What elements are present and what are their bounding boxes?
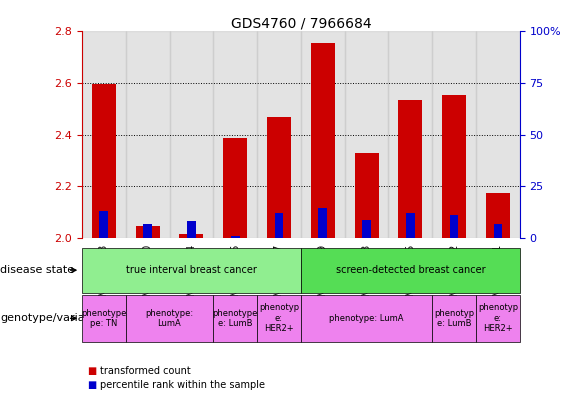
Bar: [99, 211, 108, 238]
Text: phenotyp
e:
HER2+: phenotyp e: HER2+: [259, 303, 299, 333]
Bar: [432, 31, 476, 238]
Text: percentile rank within the sample: percentile rank within the sample: [100, 380, 265, 390]
Text: phenotype:
LumA: phenotype: LumA: [145, 309, 194, 328]
Text: phenotyp
e:
HER2+: phenotyp e: HER2+: [478, 303, 518, 333]
Text: phenotype
e: LumB: phenotype e: LumB: [212, 309, 258, 328]
Bar: [494, 224, 502, 238]
Bar: [214, 31, 257, 238]
Text: true interval breast cancer: true interval breast cancer: [126, 265, 257, 275]
Bar: [179, 234, 203, 238]
Bar: [170, 31, 214, 238]
Bar: [486, 193, 510, 238]
Bar: [275, 213, 284, 238]
Bar: [223, 138, 247, 238]
Bar: [267, 117, 291, 238]
Bar: [231, 237, 240, 238]
Text: phenotyp
e: LumB: phenotyp e: LumB: [434, 309, 474, 328]
Bar: [257, 31, 301, 238]
Title: GDS4760 / 7966684: GDS4760 / 7966684: [231, 16, 371, 30]
Text: disease state: disease state: [0, 265, 74, 275]
Bar: [136, 226, 160, 238]
Bar: [476, 31, 520, 238]
Bar: [398, 100, 423, 238]
Bar: [301, 31, 345, 238]
Bar: [354, 152, 379, 238]
Text: screen-detected breast cancer: screen-detected breast cancer: [336, 265, 485, 275]
Bar: [311, 43, 335, 238]
Bar: [319, 208, 327, 238]
Text: phenotype: LumA: phenotype: LumA: [329, 314, 404, 323]
Bar: [82, 31, 125, 238]
Text: ■: ■: [88, 366, 97, 376]
Text: ■: ■: [88, 380, 97, 390]
Bar: [187, 221, 196, 238]
Bar: [450, 215, 459, 238]
Bar: [144, 224, 152, 238]
Bar: [406, 213, 415, 238]
Text: transformed count: transformed count: [100, 366, 191, 376]
Bar: [442, 95, 466, 238]
Bar: [389, 31, 432, 238]
Text: genotype/variation: genotype/variation: [0, 313, 106, 323]
Text: phenotype
pe: TN: phenotype pe: TN: [81, 309, 127, 328]
Bar: [125, 31, 170, 238]
Bar: [92, 84, 116, 238]
Bar: [345, 31, 389, 238]
Bar: [362, 220, 371, 238]
